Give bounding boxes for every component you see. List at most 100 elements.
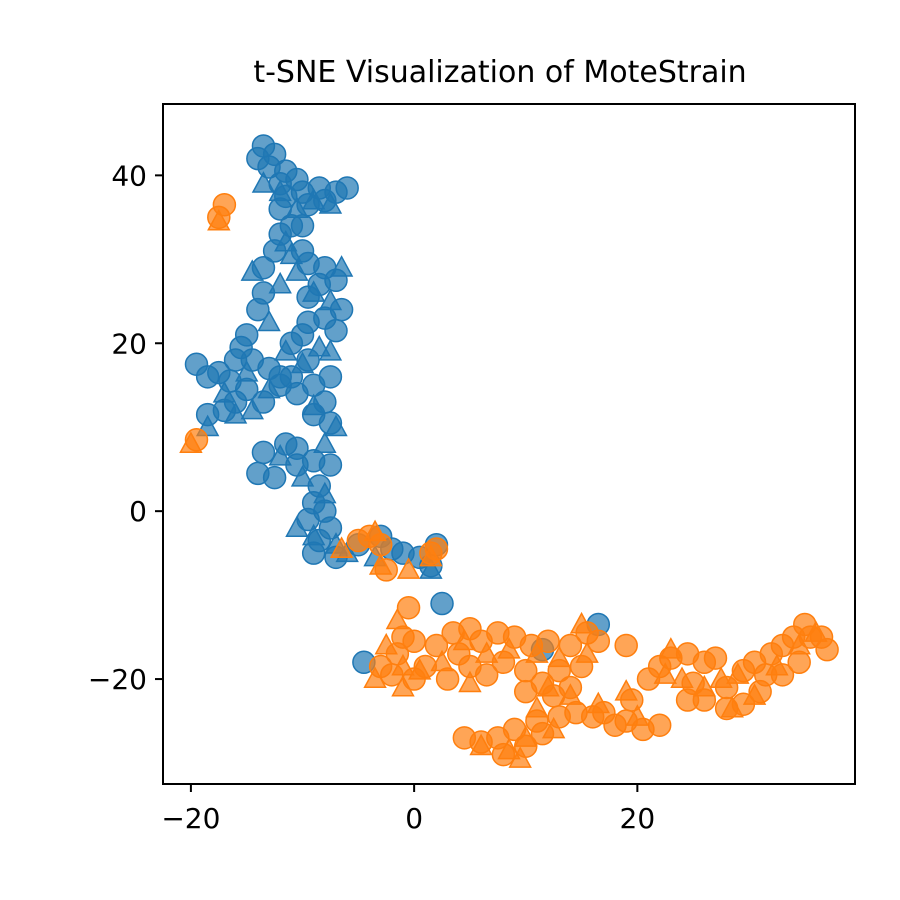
- data-point-triangle: [285, 196, 309, 218]
- data-point-circle: [324, 318, 348, 343]
- data-point-triangle: [240, 397, 265, 420]
- data-point-circle: [586, 629, 611, 654]
- data-point-triangle: [458, 670, 482, 693]
- data-point-triangle: [547, 645, 571, 668]
- data-point-triangle: [804, 620, 828, 642]
- data-point-triangle: [391, 653, 415, 676]
- x-tick-label: 20: [620, 802, 656, 835]
- data-point-triangle: [614, 679, 638, 701]
- data-point-circle: [195, 365, 220, 389]
- data-point-circle: [513, 679, 538, 704]
- data-point-triangle: [234, 360, 259, 382]
- data-point-triangle: [514, 725, 538, 747]
- data-point-circle: [318, 365, 343, 389]
- data-point-triangle: [575, 641, 599, 663]
- y-tick-label: 40: [111, 159, 147, 192]
- data-point-triangle: [363, 519, 387, 542]
- data-point-triangle: [474, 641, 499, 663]
- data-point-triangle: [765, 653, 789, 676]
- data-point-triangle: [212, 381, 237, 403]
- x-tick-label: 0: [405, 802, 423, 835]
- data-point-triangle: [363, 666, 387, 689]
- data-point-triangle: [720, 695, 744, 718]
- data-point-triangle: [223, 402, 248, 424]
- y-axis: −20 0 20 40: [88, 159, 163, 696]
- data-point-circle: [290, 213, 315, 238]
- data-point-circle: [402, 629, 426, 654]
- data-point-triangle: [301, 187, 326, 210]
- data-point-circle: [815, 637, 839, 662]
- data-point-circle: [452, 726, 477, 750]
- series-0: [184, 134, 611, 675]
- chart-title: t-SNE Visualization of MoteStrain: [253, 55, 746, 90]
- data-point-triangle: [374, 632, 398, 655]
- y-tick-label: 0: [129, 495, 147, 528]
- data-point-triangle: [787, 632, 811, 655]
- data-point-triangle: [290, 465, 315, 487]
- y-tick-label: −20: [88, 663, 147, 696]
- data-point-triangle: [419, 544, 443, 567]
- data-point-triangle: [368, 553, 393, 575]
- data-point-triangle: [285, 515, 309, 537]
- data-point-circle: [536, 629, 560, 654]
- data-point-circle: [513, 658, 538, 683]
- data-point-triangle: [251, 171, 276, 193]
- data-point-triangle: [268, 444, 292, 466]
- data-point-triangle: [240, 259, 265, 281]
- data-point-triangle: [653, 662, 677, 684]
- data-point-triangle: [318, 192, 343, 214]
- data-point-circle: [435, 667, 460, 691]
- data-point-triangle: [742, 683, 767, 705]
- data-point-circle: [262, 465, 287, 490]
- data-point-triangle: [726, 662, 750, 684]
- data-point-triangle: [659, 637, 683, 659]
- data-points: [179, 134, 839, 768]
- data-point-triangle: [318, 339, 343, 361]
- data-point-triangle: [469, 733, 493, 756]
- data-point-circle: [268, 365, 292, 389]
- data-point-circle: [285, 381, 309, 406]
- data-point-triangle: [525, 641, 549, 663]
- x-tick-label: −20: [161, 802, 220, 835]
- data-point-triangle: [586, 691, 611, 714]
- data-point-triangle: [318, 288, 343, 311]
- data-point-circle: [603, 713, 627, 737]
- series-1: [179, 192, 839, 768]
- data-point-triangle: [497, 637, 521, 659]
- data-point-circle: [223, 348, 248, 372]
- data-point-triangle: [279, 242, 304, 265]
- data-point-circle: [703, 646, 728, 670]
- data-point-triangle: [692, 674, 717, 697]
- data-point-triangle: [285, 259, 309, 281]
- data-point-triangle: [268, 179, 292, 202]
- data-point-circle: [318, 453, 343, 477]
- data-point-triangle: [329, 536, 354, 558]
- data-point-triangle: [396, 557, 421, 579]
- data-point-circle: [251, 440, 276, 465]
- data-point-triangle: [313, 481, 337, 504]
- data-point-triangle: [301, 523, 326, 546]
- data-point-circle: [301, 541, 326, 565]
- data-point-circle: [558, 633, 583, 658]
- data-point-triangle: [709, 666, 733, 689]
- data-point-triangle: [179, 431, 203, 453]
- plot-area-frame: [162, 103, 856, 785]
- data-point-triangle: [541, 716, 566, 739]
- data-point-triangle: [257, 309, 281, 332]
- data-point-triangle: [207, 208, 231, 231]
- data-point-triangle: [407, 658, 432, 680]
- data-point-triangle: [268, 271, 292, 294]
- data-point-triangle: [525, 695, 549, 718]
- data-point-triangle: [569, 611, 594, 634]
- data-point-triangle: [497, 737, 521, 760]
- data-point-triangle: [625, 704, 650, 726]
- data-point-triangle: [508, 746, 532, 768]
- data-point-triangle: [290, 351, 315, 374]
- y-tick-label: 20: [111, 327, 147, 360]
- data-point-triangle: [324, 414, 348, 437]
- data-point-triangle: [452, 628, 477, 651]
- data-point-triangle: [391, 674, 415, 697]
- data-point-triangle: [301, 280, 326, 302]
- data-point-triangle: [670, 666, 694, 689]
- data-point-circle: [474, 663, 499, 687]
